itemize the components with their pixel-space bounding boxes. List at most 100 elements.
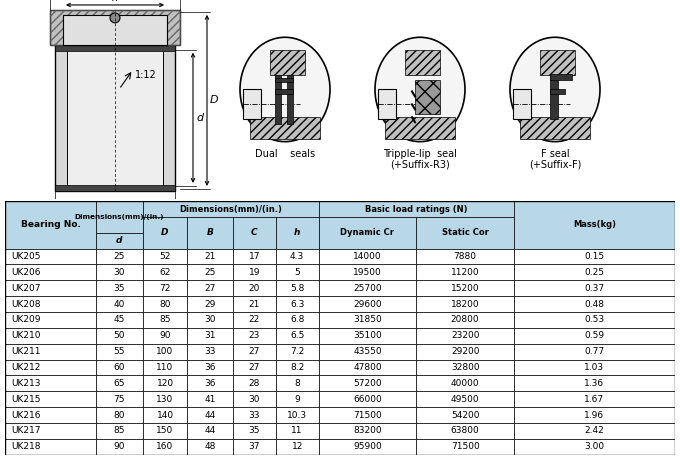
Text: 21: 21 [205,252,216,261]
Text: 43550: 43550 [353,347,381,356]
Bar [5,423,96,439]
Bar [319,249,416,265]
Bar [319,360,416,376]
Bar [276,407,319,423]
Bar [276,312,319,328]
Bar [96,296,143,312]
Bar [416,280,514,296]
Text: h: h [294,228,301,237]
Text: 0.53: 0.53 [584,315,605,324]
Bar [96,280,143,296]
Text: 45: 45 [114,315,125,324]
Text: 7880: 7880 [454,252,477,261]
Text: 20: 20 [249,284,260,293]
Bar [514,376,675,391]
Text: Dimensions(mm)/(in.): Dimensions(mm)/(in.) [179,204,282,213]
Text: 14000: 14000 [353,252,381,261]
Bar [5,201,96,249]
Text: 63800: 63800 [451,426,479,436]
Ellipse shape [375,37,465,142]
Text: 120: 120 [156,379,173,388]
Text: 0.37: 0.37 [584,284,605,293]
Bar [514,328,675,344]
Bar [5,328,96,344]
Bar [96,439,143,455]
Text: B: B [207,228,214,237]
Text: 19500: 19500 [353,268,381,277]
Text: 30: 30 [205,315,216,324]
Bar [514,280,675,296]
Bar [276,280,319,296]
Bar [5,265,96,280]
Bar [233,360,276,376]
Text: 10.3: 10.3 [287,410,307,420]
Bar [96,391,143,407]
Text: Static Cor: Static Cor [442,228,488,237]
Bar [188,376,233,391]
Bar [5,296,96,312]
Bar [514,407,675,423]
Bar [55,45,175,191]
Bar [250,117,320,139]
Text: 5.8: 5.8 [290,284,305,293]
Text: 140: 140 [156,410,173,420]
Bar [233,439,276,455]
Bar [233,423,276,439]
Bar [233,312,276,328]
Text: 32800: 32800 [451,363,479,372]
Bar [378,90,396,119]
Text: 21: 21 [249,300,260,308]
Text: D: D [210,96,219,106]
Text: 60: 60 [114,363,125,372]
Text: 44: 44 [205,410,216,420]
Text: 4.3: 4.3 [290,252,305,261]
Text: 20800: 20800 [451,315,479,324]
Bar [416,360,514,376]
Text: 36: 36 [205,379,216,388]
Bar [233,249,276,265]
Circle shape [110,13,120,23]
Text: 130: 130 [156,395,173,404]
Text: 12: 12 [292,442,303,452]
Text: 80: 80 [159,300,171,308]
Text: 57200: 57200 [353,379,381,388]
Bar [143,296,188,312]
Text: 85: 85 [159,315,171,324]
Text: 66000: 66000 [353,395,381,404]
Text: 1.96: 1.96 [584,410,605,420]
Bar [143,312,188,328]
Text: 95900: 95900 [353,442,381,452]
Text: 17: 17 [249,252,260,261]
Text: 35: 35 [114,284,125,293]
Bar [520,117,590,139]
Bar [96,249,143,265]
Bar [188,280,233,296]
Text: 48: 48 [205,442,216,452]
Text: 33: 33 [249,410,260,420]
Text: UK209: UK209 [11,315,40,324]
Text: 18200: 18200 [451,300,479,308]
Text: UK212: UK212 [11,363,40,372]
Bar [188,439,233,455]
Bar [275,78,293,81]
Bar [514,249,675,265]
Text: 85: 85 [114,426,125,436]
Text: 44: 44 [205,426,216,436]
Text: 29200: 29200 [451,347,479,356]
Bar [416,312,514,328]
Text: Dimensions(mm)/(in.): Dimensions(mm)/(in.) [74,214,164,220]
Text: 31850: 31850 [353,315,381,324]
Bar [319,312,416,328]
Text: Bearing No.: Bearing No. [20,220,80,229]
Text: 11: 11 [292,426,303,436]
Text: 0.59: 0.59 [584,331,605,340]
Bar [243,90,261,119]
Bar [67,47,163,189]
Text: 6.8: 6.8 [290,315,305,324]
Text: UK208: UK208 [11,300,40,308]
Bar [319,280,416,296]
Bar [416,265,514,280]
Bar [276,376,319,391]
Bar [416,249,514,265]
Bar [5,376,96,391]
